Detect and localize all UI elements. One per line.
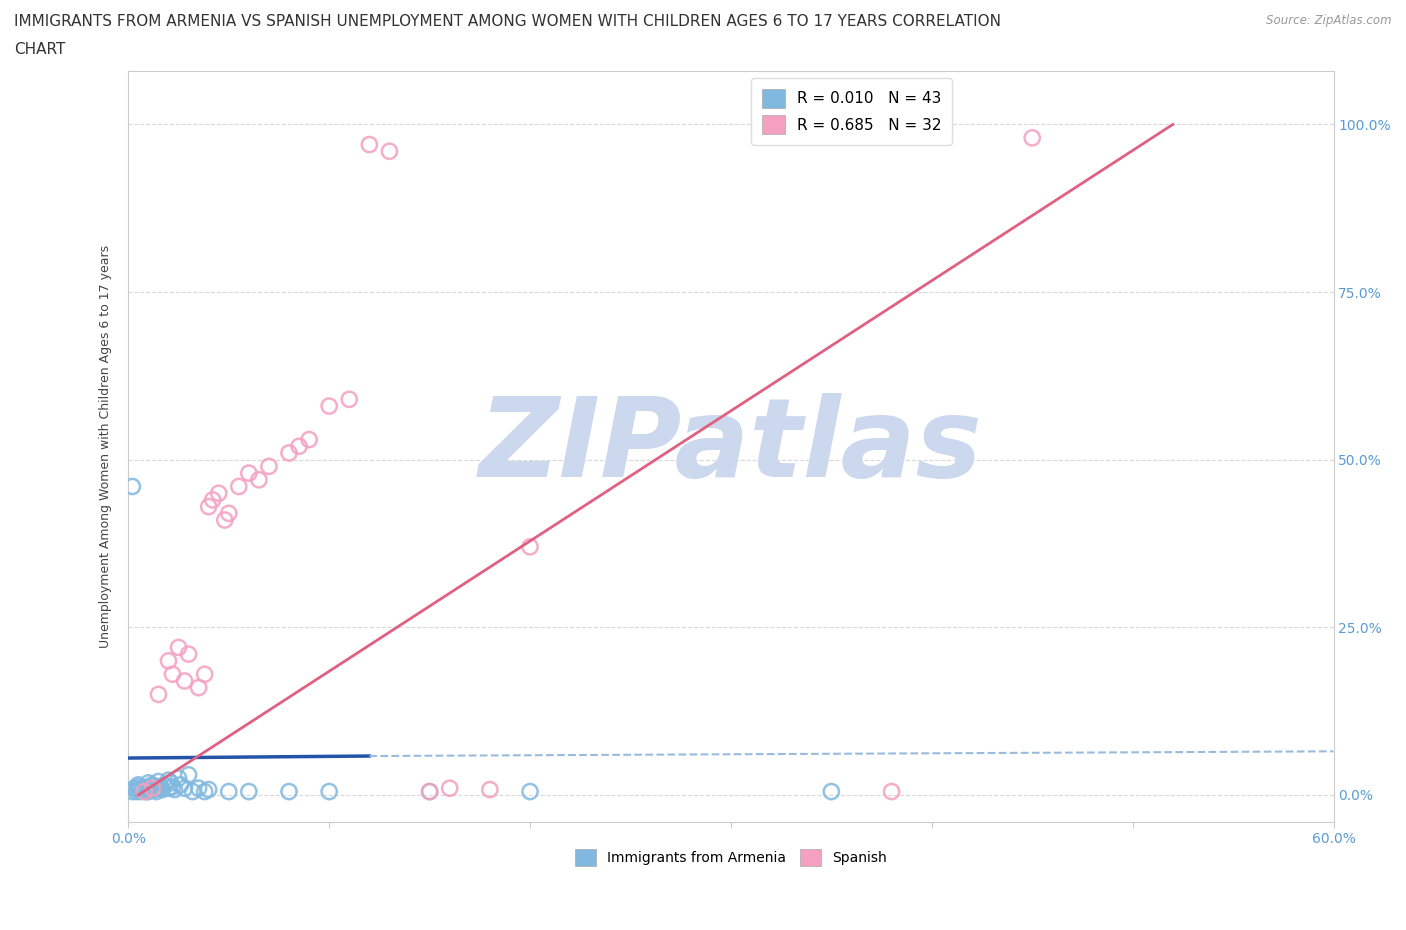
Point <box>278 784 301 799</box>
Text: CHART: CHART <box>14 42 66 57</box>
Point <box>187 781 209 796</box>
Point <box>127 779 149 794</box>
Legend: Immigrants from Armenia, Spanish: Immigrants from Armenia, Spanish <box>569 844 893 871</box>
Point <box>157 781 180 796</box>
Point <box>439 781 461 796</box>
Point <box>228 479 250 494</box>
Point <box>159 776 181 790</box>
Point <box>138 784 160 799</box>
Point <box>127 782 149 797</box>
Point <box>135 784 157 799</box>
Point <box>143 782 166 797</box>
Text: ZIPatlas: ZIPatlas <box>479 392 983 499</box>
Point <box>337 392 360 406</box>
Point <box>478 782 501 797</box>
Point <box>208 485 231 500</box>
Point <box>194 784 217 799</box>
Point <box>194 667 217 682</box>
Point <box>129 784 152 799</box>
Point <box>141 781 163 796</box>
Point <box>181 784 204 799</box>
Point <box>298 432 321 447</box>
Point <box>163 782 186 797</box>
Point <box>148 687 170 702</box>
Point <box>177 646 200 661</box>
Point <box>318 784 340 799</box>
Point <box>121 784 143 799</box>
Point <box>214 512 236 527</box>
Point <box>177 767 200 782</box>
Point <box>134 784 156 799</box>
Point <box>148 774 170 789</box>
Point <box>167 771 190 786</box>
Point <box>173 781 195 796</box>
Y-axis label: Unemployment Among Women with Children Ages 6 to 17 years: Unemployment Among Women with Children A… <box>100 245 112 648</box>
Point <box>148 779 170 794</box>
Point <box>157 654 180 669</box>
Point <box>152 782 174 797</box>
Point <box>153 777 176 792</box>
Point <box>218 506 240 521</box>
Point <box>519 784 541 799</box>
Text: IMMIGRANTS FROM ARMENIA VS SPANISH UNEMPLOYMENT AMONG WOMEN WITH CHILDREN AGES 6: IMMIGRANTS FROM ARMENIA VS SPANISH UNEMP… <box>14 14 1001 29</box>
Point <box>121 479 143 494</box>
Point <box>278 445 301 460</box>
Point <box>141 777 163 792</box>
Point <box>134 782 156 797</box>
Point <box>378 144 401 159</box>
Point <box>167 640 190 655</box>
Point <box>880 784 903 799</box>
Point <box>197 782 219 797</box>
Point <box>162 779 184 794</box>
Point <box>139 781 162 796</box>
Point <box>201 493 224 508</box>
Text: Source: ZipAtlas.com: Source: ZipAtlas.com <box>1267 14 1392 27</box>
Point <box>125 784 148 799</box>
Point <box>1021 130 1043 145</box>
Point <box>247 472 270 487</box>
Point <box>127 777 149 792</box>
Point <box>218 784 240 799</box>
Point <box>131 781 153 796</box>
Point <box>187 680 209 695</box>
Point <box>138 782 160 797</box>
Point <box>257 458 280 473</box>
Point <box>157 773 180 788</box>
Point <box>288 439 311 454</box>
Point <box>238 466 260 481</box>
Point <box>238 784 260 799</box>
Point <box>197 499 219 514</box>
Point <box>145 784 167 799</box>
Point <box>359 137 381 152</box>
Point <box>162 667 184 682</box>
Point <box>419 784 441 799</box>
Point <box>519 539 541 554</box>
Point <box>138 779 160 794</box>
Point <box>124 781 146 796</box>
Point <box>169 777 191 792</box>
Point <box>138 776 160 790</box>
Point <box>318 399 340 414</box>
Point <box>820 784 842 799</box>
Point <box>419 784 441 799</box>
Point <box>149 781 172 796</box>
Point <box>173 673 195 688</box>
